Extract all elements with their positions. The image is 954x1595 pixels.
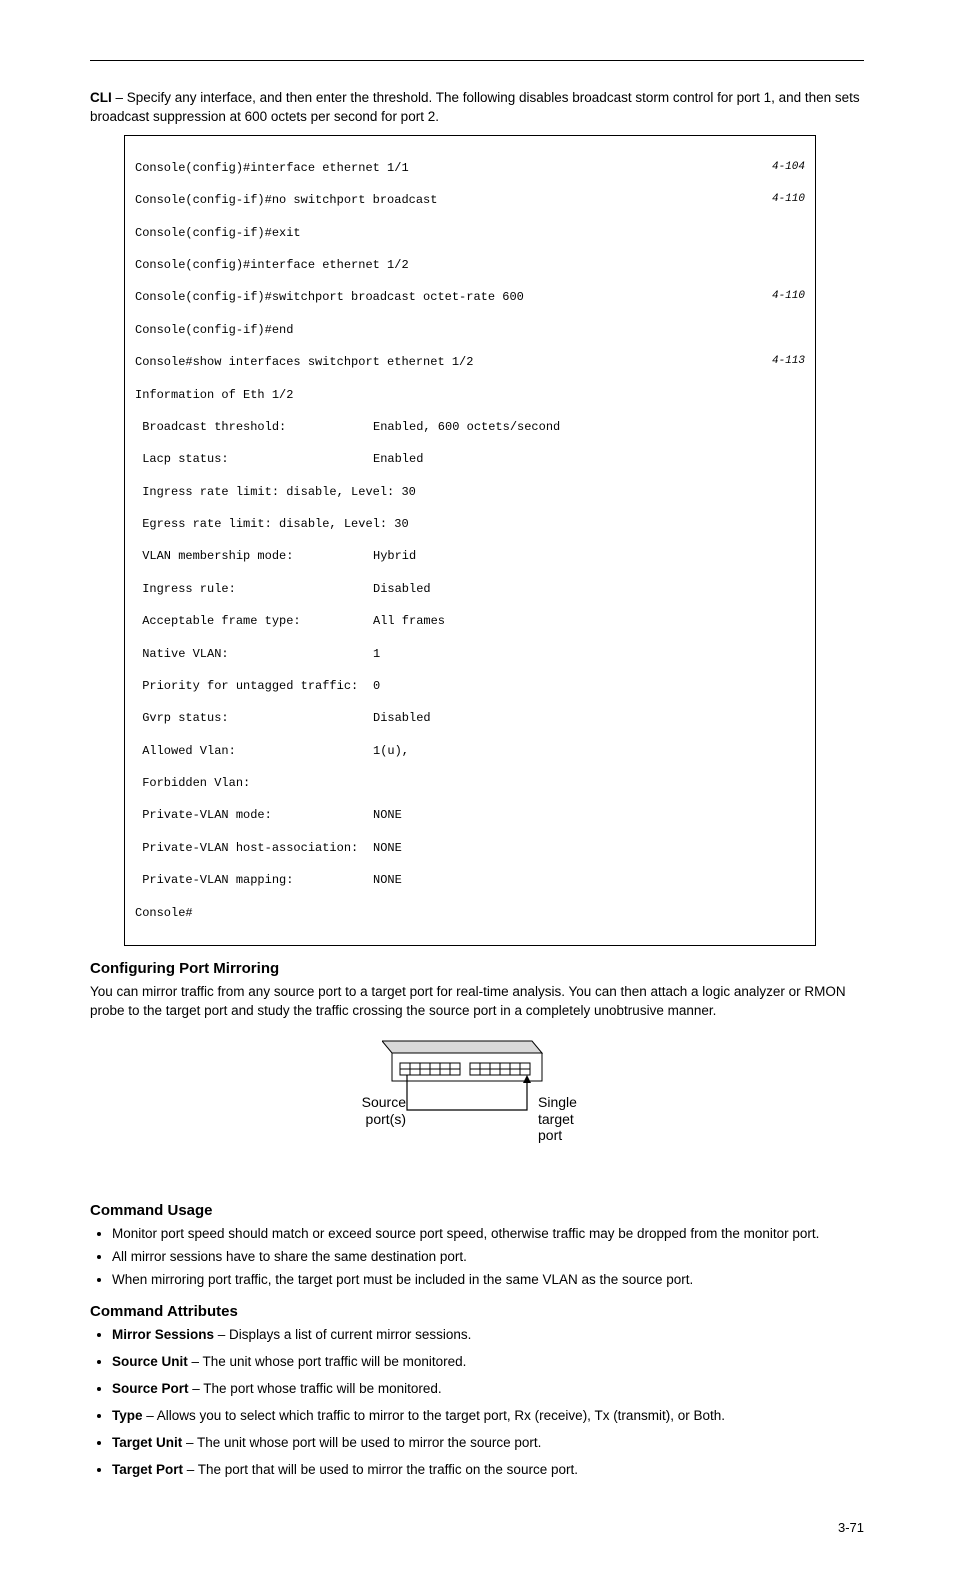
switch-diagram: Source port(s) Single target port — [90, 1039, 864, 1172]
console-line: Console(config-if)#end — [135, 322, 805, 338]
kv-label: Private-VLAN mode: — [135, 807, 373, 823]
cli-label: CLI — [90, 90, 112, 105]
kv-label: Broadcast threshold: — [135, 419, 373, 435]
mirror-path-icon — [402, 1075, 537, 1120]
usage-heading: Command Usage — [90, 1202, 864, 1219]
console-line: Console(config-if)#switchport broadcast … — [135, 289, 745, 305]
kv-value: Hybrid — [373, 548, 416, 564]
attr-item: Mirror Sessions – Displays a list of cur… — [112, 1326, 864, 1345]
kv-value: Enabled — [373, 451, 423, 467]
console-line: Console(config)#interface ethernet 1/1 — [135, 160, 745, 176]
usage-item: All mirror sessions have to share the sa… — [112, 1248, 864, 1267]
attr-item: Source Unit – The unit whose port traffi… — [112, 1353, 864, 1372]
console-output-box: Console(config)#interface ethernet 1/14-… — [124, 135, 816, 946]
page-top-rule — [90, 60, 864, 61]
kv-value: Disabled — [373, 581, 431, 597]
attr-item: Source Port – The port whose traffic wil… — [112, 1380, 864, 1399]
kv-value: NONE — [373, 807, 402, 823]
console-ref: 4-110 — [745, 192, 805, 208]
kv-label: Private-VLAN mapping: — [135, 872, 373, 888]
attr-item: Target Port – The port that will be used… — [112, 1461, 864, 1480]
kv-label: Native VLAN: — [135, 646, 373, 662]
kv-label: VLAN membership mode: — [135, 548, 373, 564]
kv-label: Lacp status: — [135, 451, 373, 467]
cli-intro: CLI – Specify any interface, and then en… — [90, 89, 864, 127]
console-ref: 4-113 — [745, 354, 805, 370]
console-line: Console(config)#interface ethernet 1/2 — [135, 257, 805, 273]
kv-value: NONE — [373, 840, 402, 856]
target-port-label: Single target port — [538, 1094, 577, 1144]
kv-value: Enabled, 600 octets/second — [373, 419, 560, 435]
kv-label: Priority for untagged traffic: — [135, 678, 373, 694]
page-number: 3-71 — [90, 1520, 864, 1535]
console-plain: Ingress rate limit: disable, Level: 30 — [135, 484, 805, 500]
kv-label: Private-VLAN host-association: — [135, 840, 373, 856]
console-ref: 4-110 — [745, 289, 805, 305]
console-plain: Egress rate limit: disable, Level: 30 — [135, 516, 805, 532]
mirror-heading: Configuring Port Mirroring — [90, 960, 864, 977]
kv-label: Forbidden Vlan: — [135, 775, 373, 791]
usage-list: Monitor port speed should match or excee… — [90, 1225, 864, 1290]
kv-value: 1 — [373, 646, 380, 662]
console-line: Console#show interfaces switchport ether… — [135, 354, 745, 370]
attr-item: Target Unit – The unit whose port will b… — [112, 1434, 864, 1453]
kv-label: Acceptable frame type: — [135, 613, 373, 629]
kv-value: Disabled — [373, 710, 431, 726]
source-port-label: Source port(s) — [352, 1094, 406, 1128]
usage-item: When mirroring port traffic, the target … — [112, 1271, 864, 1290]
attr-heading: Command Attributes — [90, 1303, 864, 1320]
kv-value: 1(u), — [373, 743, 409, 759]
attr-list: Mirror Sessions – Displays a list of cur… — [90, 1326, 864, 1479]
kv-value: NONE — [373, 872, 402, 888]
usage-item: Monitor port speed should match or excee… — [112, 1225, 864, 1244]
kv-label: Ingress rule: — [135, 581, 373, 597]
mirror-body: You can mirror traffic from any source p… — [90, 983, 864, 1021]
attr-item: Type – Allows you to select which traffi… — [112, 1407, 864, 1426]
kv-label: Allowed Vlan: — [135, 743, 373, 759]
console-ref: 4-104 — [745, 160, 805, 176]
console-line: Console(config-if)#exit — [135, 225, 805, 241]
console-tail: Console# — [135, 905, 805, 921]
console-line: Console(config-if)#no switchport broadca… — [135, 192, 745, 208]
kv-label: Gvrp status: — [135, 710, 373, 726]
kv-value: 0 — [373, 678, 380, 694]
kv-value: All frames — [373, 613, 445, 629]
console-line: Information of Eth 1/2 — [135, 387, 805, 403]
